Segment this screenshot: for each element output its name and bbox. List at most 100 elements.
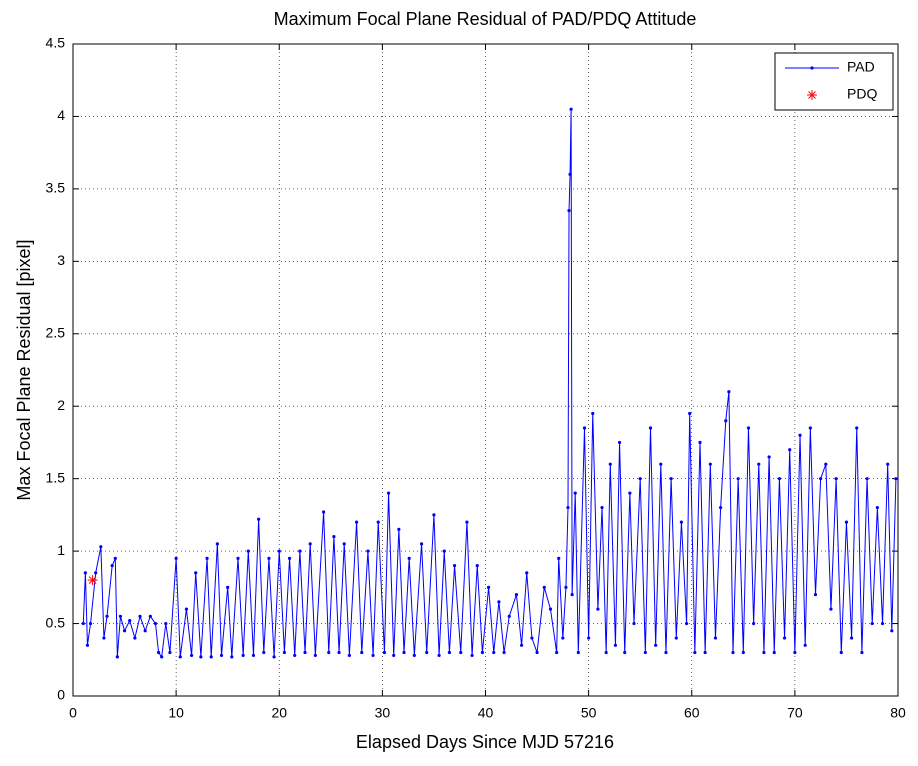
data-point — [613, 643, 618, 647]
data-point — [470, 653, 474, 658]
data-point — [555, 650, 559, 655]
data-point — [209, 655, 213, 659]
data-point — [757, 462, 761, 466]
data-point — [708, 462, 712, 466]
y-tick-label: 2 — [57, 397, 65, 413]
data-point — [727, 390, 731, 394]
data-point — [860, 650, 864, 655]
data-point — [277, 549, 281, 553]
data-point — [886, 462, 890, 466]
y-tick-label: 4 — [57, 107, 65, 123]
asterisk-stroke — [88, 576, 97, 584]
x-axis-label: Elapsed Days Since MJD 57216 — [356, 732, 614, 752]
data-point — [824, 462, 828, 466]
data-point — [133, 636, 137, 640]
data-point — [354, 520, 359, 524]
data-point — [829, 607, 833, 611]
data-point — [519, 643, 524, 647]
data-point — [679, 520, 684, 524]
data-point — [865, 477, 869, 481]
data-point — [251, 653, 256, 658]
y-axis-label: Max Focal Plane Residual [pixel] — [14, 239, 34, 500]
data-point — [267, 556, 271, 560]
data-point — [110, 564, 114, 568]
data-point — [287, 556, 292, 560]
data-point — [855, 426, 859, 430]
data-point — [693, 650, 697, 655]
data-point — [591, 411, 595, 416]
data-point — [767, 455, 771, 459]
data-point — [724, 419, 728, 423]
data-point — [507, 614, 511, 618]
data-point — [788, 448, 792, 452]
data-point — [83, 571, 87, 575]
data-point — [664, 650, 668, 655]
data-point — [880, 621, 885, 626]
data-point — [293, 653, 297, 658]
data-point — [568, 172, 572, 176]
data-point — [669, 477, 673, 481]
data-point — [347, 653, 351, 658]
data-point — [99, 545, 103, 549]
data-point — [282, 650, 287, 655]
data-point — [246, 549, 250, 553]
data-point — [308, 542, 312, 546]
data-point — [337, 650, 341, 655]
data-point — [530, 636, 534, 640]
data-point — [102, 636, 106, 640]
data-point — [576, 650, 580, 655]
data-point — [452, 564, 457, 568]
data-point — [382, 650, 387, 655]
data-point — [566, 506, 570, 510]
x-tick-label: 60 — [684, 705, 700, 721]
asterisk-stroke — [808, 91, 816, 99]
data-point — [475, 564, 479, 568]
data-point — [659, 462, 663, 466]
data-point — [164, 621, 168, 626]
data-point — [772, 650, 776, 655]
data-point — [118, 614, 123, 618]
data-point — [894, 477, 898, 481]
y-tick-label: 1 — [57, 542, 65, 558]
data-point — [587, 636, 591, 640]
x-tick-label: 70 — [787, 705, 803, 721]
legend-marker — [810, 66, 814, 70]
asterisk-marker — [87, 575, 98, 586]
x-tick-label: 50 — [581, 705, 597, 721]
data-point — [803, 643, 807, 647]
data-point — [303, 650, 307, 655]
legend-label: PDQ — [847, 86, 877, 102]
data-point — [419, 542, 424, 546]
data-point — [407, 556, 411, 560]
data-point — [890, 629, 894, 633]
data-point — [623, 650, 627, 655]
y-tick-label: 0 — [57, 687, 65, 703]
data-point — [298, 549, 302, 553]
data-point — [497, 600, 501, 604]
data-point — [459, 650, 463, 655]
data-point — [698, 440, 702, 445]
data-point — [777, 477, 782, 481]
data-point — [492, 650, 496, 655]
data-point — [674, 636, 678, 640]
data-point — [262, 650, 266, 655]
data-point — [465, 520, 469, 524]
data-point — [643, 650, 647, 655]
data-point — [115, 655, 119, 659]
data-point — [628, 491, 632, 495]
y-tick-label: 3.5 — [46, 180, 66, 196]
data-point — [798, 433, 802, 437]
data-point — [447, 650, 452, 655]
data-point — [432, 513, 436, 517]
data-point — [153, 621, 158, 626]
x-tick-label: 0 — [69, 705, 77, 721]
data-point — [397, 527, 401, 531]
legend-box — [774, 52, 894, 111]
data-point — [713, 636, 718, 640]
data-point — [94, 571, 98, 575]
data-point — [752, 621, 756, 626]
data-point — [272, 655, 276, 659]
y-tick-label: 4.5 — [46, 35, 66, 51]
asterisk-marker — [807, 90, 817, 100]
